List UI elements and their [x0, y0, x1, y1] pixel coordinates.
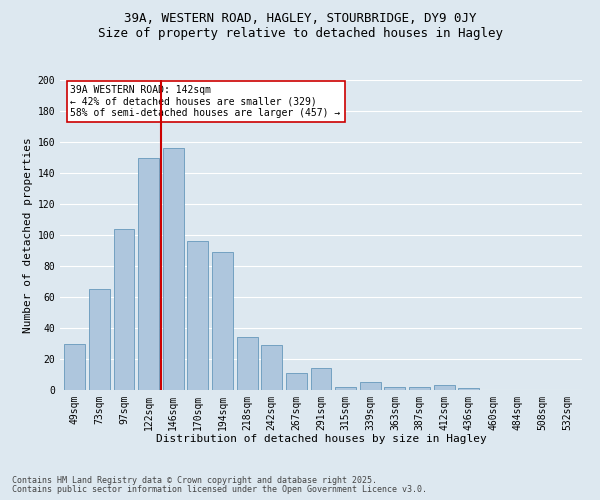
- Bar: [163, 148, 184, 390]
- Text: Size of property relative to detached houses in Hagley: Size of property relative to detached ho…: [97, 28, 503, 40]
- Bar: [212, 252, 233, 390]
- Bar: [187, 241, 208, 390]
- Bar: [458, 388, 479, 390]
- Bar: [311, 368, 331, 390]
- Text: Contains HM Land Registry data © Crown copyright and database right 2025.: Contains HM Land Registry data © Crown c…: [12, 476, 377, 485]
- Bar: [236, 338, 257, 390]
- Bar: [138, 158, 159, 390]
- Text: 39A, WESTERN ROAD, HAGLEY, STOURBRIDGE, DY9 0JY: 39A, WESTERN ROAD, HAGLEY, STOURBRIDGE, …: [124, 12, 476, 26]
- Text: Contains public sector information licensed under the Open Government Licence v3: Contains public sector information licen…: [12, 485, 427, 494]
- Y-axis label: Number of detached properties: Number of detached properties: [23, 137, 34, 333]
- Bar: [286, 373, 307, 390]
- Text: 39A WESTERN ROAD: 142sqm
← 42% of detached houses are smaller (329)
58% of semi-: 39A WESTERN ROAD: 142sqm ← 42% of detach…: [70, 84, 341, 118]
- Bar: [434, 386, 455, 390]
- Bar: [113, 229, 134, 390]
- Bar: [409, 387, 430, 390]
- Bar: [261, 345, 282, 390]
- Bar: [360, 382, 381, 390]
- Bar: [64, 344, 85, 390]
- Bar: [335, 387, 356, 390]
- Bar: [89, 289, 110, 390]
- X-axis label: Distribution of detached houses by size in Hagley: Distribution of detached houses by size …: [155, 434, 487, 444]
- Bar: [385, 387, 406, 390]
